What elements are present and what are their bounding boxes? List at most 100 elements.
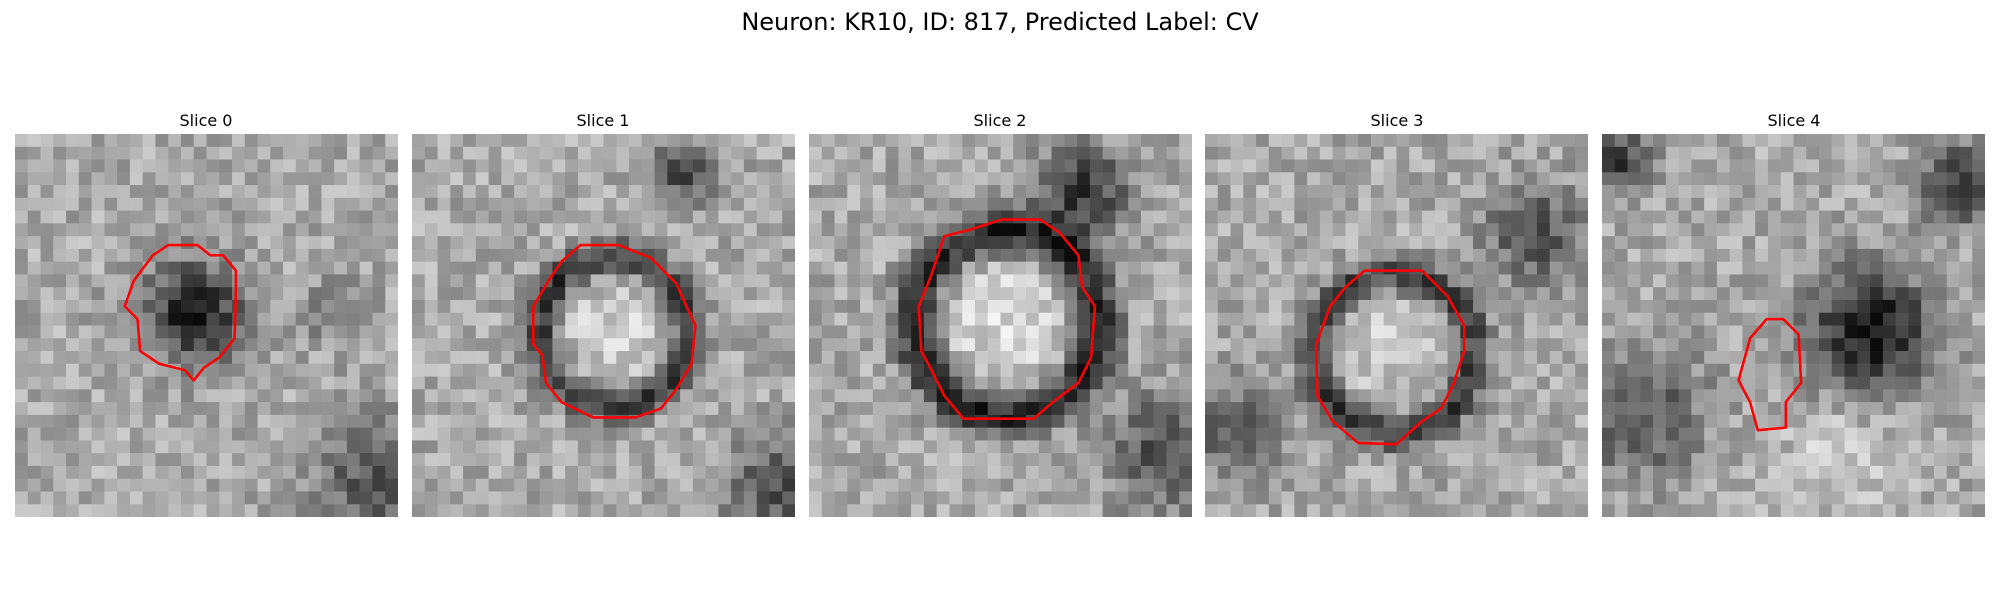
pixel: [1089, 261, 1104, 275]
pixel: [1358, 427, 1372, 441]
pixel: [782, 376, 795, 390]
pixel: [1767, 376, 1782, 390]
pixel: [847, 210, 861, 224]
pixel: [1256, 338, 1270, 352]
pixel: [463, 338, 477, 352]
pixel: [1256, 248, 1270, 263]
pixel: [424, 248, 438, 263]
pixel: [488, 146, 502, 160]
pixel: [155, 440, 169, 454]
pixel: [769, 210, 783, 224]
pixel: [1153, 363, 1167, 377]
pixel: [847, 389, 861, 403]
pixel: [1549, 376, 1563, 390]
pixel: [1319, 465, 1334, 480]
pixel: [923, 185, 938, 199]
pixel: [1473, 185, 1487, 199]
pixel: [962, 172, 976, 186]
pixel: [1780, 146, 1794, 160]
pixel: [78, 389, 92, 403]
pixel: [385, 325, 398, 339]
pixel: [244, 338, 258, 352]
pixel: [1933, 287, 1948, 301]
pixel: [1614, 351, 1628, 365]
pixel: [91, 338, 105, 352]
pixel: [1524, 453, 1538, 467]
pixel: [860, 197, 874, 211]
pixel: [577, 478, 592, 492]
pixel: [769, 363, 783, 377]
pixel: [1281, 299, 1295, 314]
pixel: [860, 223, 874, 237]
pixel: [1921, 453, 1935, 467]
pixel: [1179, 491, 1192, 505]
pixel: [821, 236, 835, 250]
pixel: [756, 274, 770, 288]
pixel: [1140, 440, 1155, 454]
pixel: [847, 172, 861, 186]
pixel: [1627, 427, 1641, 441]
pixel: [1166, 134, 1180, 148]
pixel: [526, 172, 541, 186]
pixel: [1562, 491, 1576, 505]
pixel: [1179, 402, 1192, 416]
pixel: [206, 414, 220, 429]
pixel: [346, 210, 361, 224]
pixel: [1307, 478, 1321, 492]
pixel: [809, 236, 823, 250]
pixel: [1089, 440, 1104, 454]
pixel: [1153, 491, 1167, 505]
pixel: [1256, 465, 1270, 480]
pixel: [1767, 363, 1782, 377]
pixel: [450, 236, 464, 250]
pixel: [1000, 491, 1014, 505]
pixel: [1064, 172, 1078, 186]
pixel: [180, 491, 195, 505]
pixel: [1205, 440, 1219, 454]
pixel: [450, 414, 464, 429]
pixel: [1077, 427, 1091, 441]
pixel: [117, 389, 131, 403]
pixel: [295, 376, 310, 390]
pixel: [1038, 325, 1052, 339]
pixel: [898, 363, 912, 377]
pixel: [1422, 274, 1436, 288]
pixel: [1077, 504, 1091, 517]
pixel: [308, 453, 322, 467]
pixel: [629, 159, 643, 173]
pixel: [1345, 440, 1359, 454]
pixel: [321, 414, 335, 429]
pixel: [1831, 478, 1845, 492]
pixel: [1256, 478, 1270, 492]
pixel: [1115, 504, 1129, 517]
image-panel: [809, 134, 1192, 517]
pixel: [1549, 478, 1563, 492]
pixel: [1217, 402, 1231, 416]
pixel: [424, 351, 438, 365]
pixel: [283, 338, 297, 352]
pixel: [705, 159, 719, 173]
pixel: [821, 478, 835, 492]
pixel: [1498, 414, 1512, 429]
pixel: [463, 134, 477, 148]
pixel: [1294, 427, 1308, 441]
pixel: [1140, 504, 1155, 517]
pixel: [1716, 389, 1731, 403]
pixel: [1064, 465, 1078, 480]
pixel: [654, 172, 668, 186]
pixel: [437, 465, 451, 480]
pixel: [641, 236, 655, 250]
pixel: [1933, 465, 1948, 480]
pixel: [565, 223, 579, 237]
pixel: [1000, 223, 1014, 237]
pixel: [821, 185, 835, 199]
pixel: [1102, 185, 1116, 199]
pixel: [1870, 223, 1884, 237]
pixel: [898, 453, 912, 467]
pixel: [295, 299, 310, 314]
pixel: [91, 312, 105, 326]
pixel: [654, 478, 668, 492]
pixel: [450, 172, 464, 186]
pixel: [1755, 236, 1769, 250]
pixel: [1179, 389, 1192, 403]
